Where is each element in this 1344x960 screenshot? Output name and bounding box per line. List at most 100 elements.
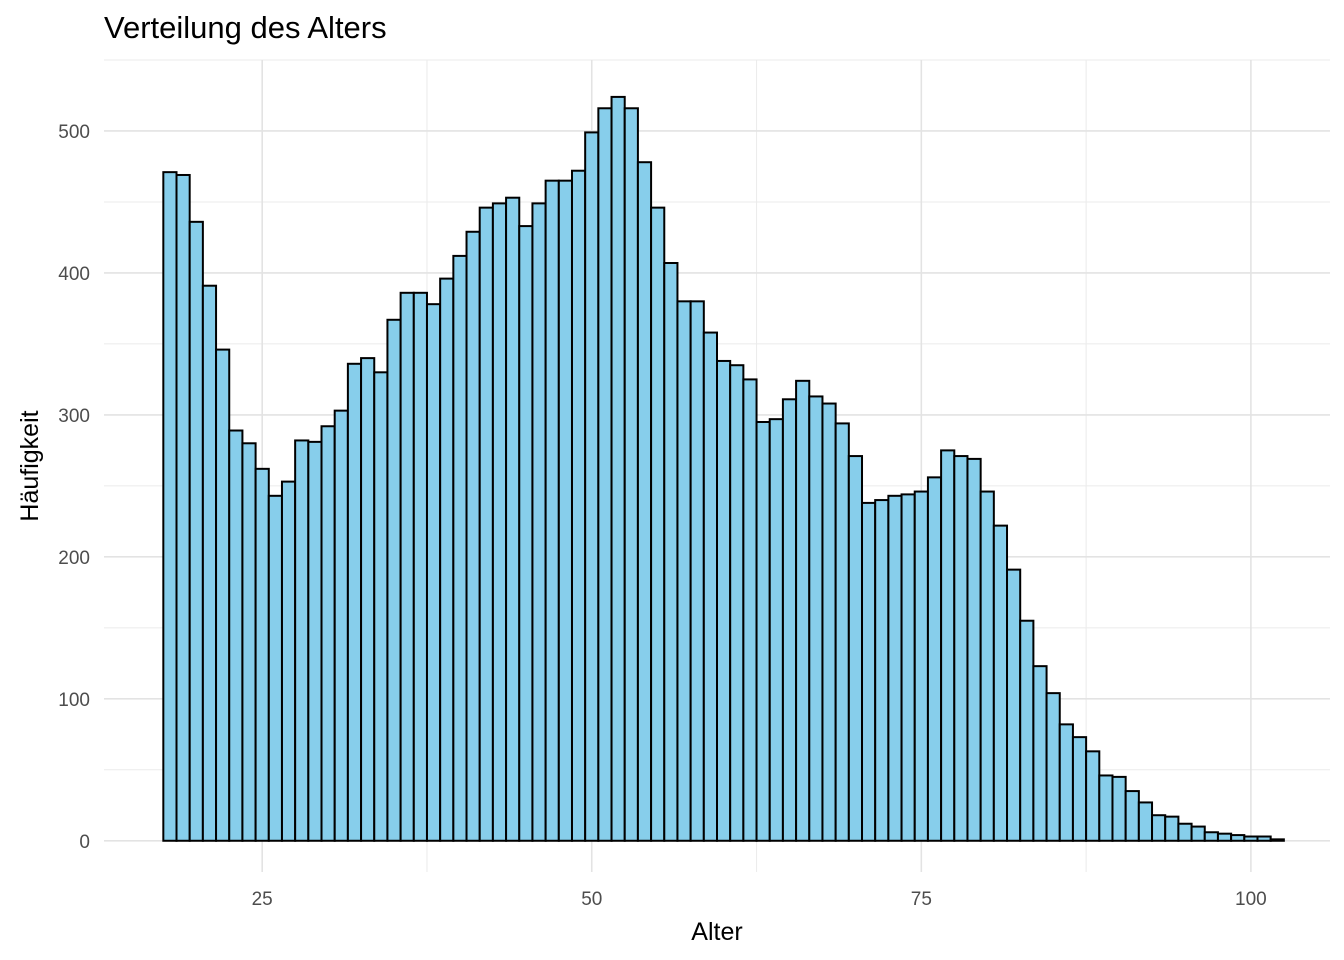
histogram-bar	[781, 398, 798, 842]
histogram-bar	[623, 107, 639, 842]
histogram-bar	[557, 179, 573, 842]
histogram-bar	[966, 457, 982, 842]
histogram-bar	[1006, 568, 1022, 842]
histogram-bar	[1111, 775, 1127, 842]
y-tick-label: 100	[58, 690, 90, 711]
histogram-bar	[874, 499, 890, 842]
histogram-bar	[1243, 835, 1259, 842]
histogram-bar	[544, 179, 560, 842]
histogram-bar	[386, 318, 402, 842]
histogram-bars	[162, 95, 1285, 842]
histogram-bar	[926, 476, 943, 842]
histogram-bar	[175, 173, 191, 842]
histogram-bar	[1137, 801, 1154, 842]
histogram-bar	[1032, 665, 1048, 842]
histogram-bar	[861, 501, 877, 842]
histogram-bar	[531, 202, 547, 842]
histogram-bar	[465, 230, 481, 842]
x-tick-label: 75	[911, 889, 932, 910]
y-tick-label: 200	[58, 548, 90, 569]
histogram-bar	[188, 220, 204, 842]
y-tick-label: 300	[58, 406, 90, 427]
histogram-bar	[650, 206, 666, 842]
histogram-bar	[795, 379, 811, 842]
histogram-bar	[1190, 825, 1206, 842]
histogram-bar	[425, 303, 442, 842]
histogram-bar	[346, 362, 363, 842]
histogram-bar	[584, 131, 600, 842]
histogram-bar	[716, 359, 732, 842]
histogram-bar	[1085, 750, 1101, 842]
chart-title: Verteilung des Alters	[104, 10, 387, 45]
histogram-bar	[663, 262, 679, 842]
x-tick-label: 100	[1235, 889, 1267, 910]
histogram-bar	[702, 331, 718, 842]
histogram-bar	[439, 277, 455, 842]
histogram-bar	[201, 284, 218, 842]
histogram-bar	[597, 107, 613, 842]
histogram-bar	[1230, 834, 1246, 842]
histogram-bar	[689, 300, 705, 842]
histogram-bar	[755, 420, 771, 842]
histogram-bar	[887, 494, 903, 842]
histogram-bar	[294, 439, 310, 842]
x-axis-title: Alter	[691, 918, 742, 946]
histogram-bar	[162, 171, 178, 842]
histogram-bar	[307, 440, 323, 842]
histogram-bar	[1269, 838, 1285, 842]
histogram-bar	[1098, 774, 1114, 842]
histogram-bar	[636, 161, 653, 842]
histogram-bar	[940, 449, 956, 842]
histogram-bar	[570, 169, 587, 842]
histogram-bar	[1203, 831, 1219, 842]
histogram-bar	[729, 364, 745, 842]
histogram-bar	[267, 494, 283, 842]
histogram-bar	[1164, 815, 1180, 842]
histogram-bar	[1045, 692, 1061, 842]
x-tick-label: 25	[252, 889, 273, 910]
histogram-bar	[768, 418, 784, 842]
histogram-bar	[505, 196, 521, 842]
y-axis-title: Häufigkeit	[16, 410, 44, 521]
histogram-bar	[847, 455, 864, 842]
y-tick-label: 500	[58, 122, 90, 143]
histogram-bar	[280, 480, 297, 842]
histogram-bar	[1058, 723, 1074, 842]
histogram-bar	[1177, 822, 1193, 842]
histogram-bar	[821, 402, 837, 842]
histogram-bar	[241, 442, 257, 842]
histogram-bar	[333, 409, 349, 842]
histogram-bar	[953, 455, 969, 842]
histogram-bar	[1256, 835, 1272, 842]
histogram-bar	[979, 490, 995, 842]
histogram-bar	[518, 225, 534, 842]
histogram-bar	[1151, 814, 1167, 842]
histogram-bar	[1019, 619, 1035, 842]
histogram-bar	[834, 422, 850, 842]
histogram-bar	[1124, 790, 1140, 842]
histogram-bar	[1071, 736, 1088, 842]
histogram-bar	[399, 291, 415, 842]
histogram-bar	[254, 467, 270, 842]
histogram-bar	[412, 291, 428, 842]
histogram-bar	[228, 429, 244, 842]
histogram-bar	[742, 378, 758, 842]
y-tick-label: 400	[58, 264, 90, 285]
histogram-bar	[320, 425, 336, 842]
histogram-bar	[215, 348, 231, 842]
histogram-bar	[1216, 832, 1233, 842]
histogram-bar	[913, 490, 929, 842]
histogram-bar	[676, 300, 692, 842]
x-tick-label: 50	[581, 889, 602, 910]
histogram-bar	[610, 95, 626, 842]
histogram-bar	[478, 206, 494, 842]
histogram-bar	[992, 524, 1009, 842]
histogram-bar	[360, 357, 376, 842]
histogram-bar	[452, 254, 468, 842]
histogram-bar	[808, 395, 824, 842]
histogram-bar	[491, 202, 508, 842]
y-axis-tick-labels: 0 100 200 300 400 500	[58, 122, 90, 853]
y-tick-label: 0	[79, 832, 90, 853]
histogram-bar	[373, 371, 389, 842]
